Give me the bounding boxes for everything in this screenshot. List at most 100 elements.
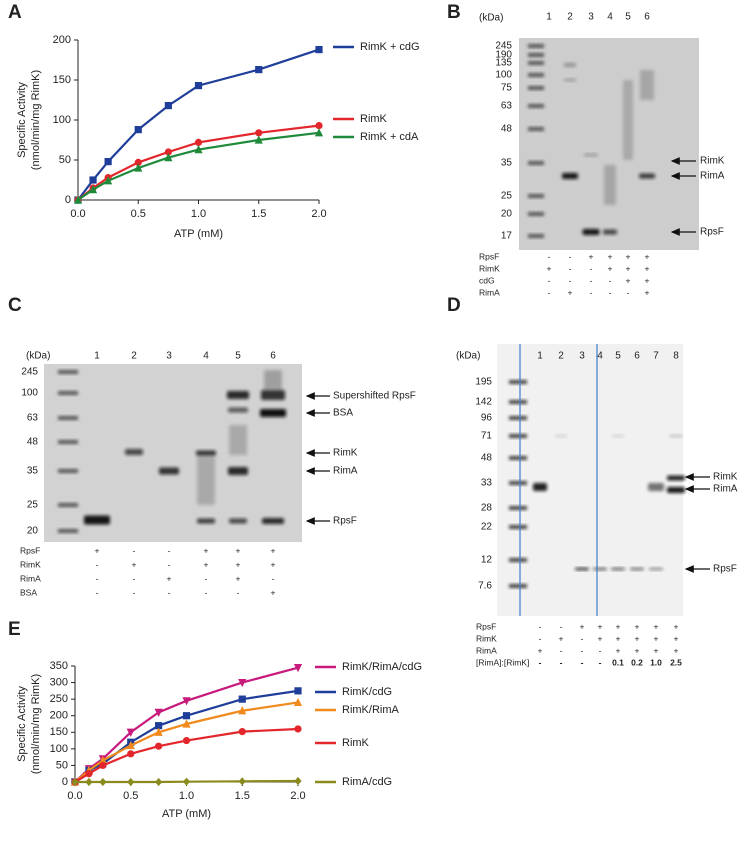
condition-value: + (608, 263, 613, 273)
marker-size: 12 (481, 555, 493, 566)
gel-image (44, 364, 302, 542)
condition-value: + (204, 559, 209, 569)
band-label: RpsF (700, 227, 724, 238)
marker-size: 48 (481, 453, 493, 464)
protein-band (630, 567, 644, 571)
fit-line (77, 131, 320, 201)
legend-label: RimK (342, 737, 370, 749)
protein-band (593, 567, 607, 571)
data-point (85, 770, 93, 778)
protein-band (640, 70, 654, 100)
condition-value: + (236, 573, 241, 583)
condition-value: - (168, 587, 171, 597)
condition-value: - (548, 287, 551, 297)
band-label: BSA (333, 408, 353, 419)
condition-value: + (674, 633, 679, 643)
condition-name: [RimA]:[RimK] (476, 657, 529, 667)
protein-band (667, 475, 685, 481)
lane-number: 6 (644, 12, 650, 23)
condition-value: + (580, 621, 585, 631)
data-point (154, 727, 163, 736)
ladder-band (58, 416, 78, 420)
protein-band (555, 434, 567, 438)
data-point (127, 777, 135, 787)
condition-value: + (616, 645, 621, 655)
lane-number: 1 (94, 351, 100, 362)
marker-size: 75 (501, 83, 513, 94)
condition-value: - (133, 573, 136, 583)
protein-band (84, 515, 110, 525)
y-tick-label: 350 (50, 660, 68, 672)
condition-name: BSA (20, 587, 37, 597)
protein-band (584, 153, 598, 157)
ladder-band (509, 434, 527, 438)
condition-value: - (168, 545, 171, 555)
protein-band (564, 78, 576, 82)
data-point (315, 122, 323, 130)
condition-value: + (132, 559, 137, 569)
condition-value: - (205, 587, 208, 597)
data-point (254, 135, 263, 144)
condition-value: + (547, 263, 552, 273)
data-point (104, 158, 112, 166)
protein-band (228, 467, 248, 475)
lane-number: 4 (597, 351, 603, 362)
data-point (155, 777, 163, 787)
condition-value: - (133, 587, 136, 597)
condition-value: - (590, 275, 593, 285)
condition-value: + (645, 275, 650, 285)
y-tick-label: 0 (65, 194, 71, 206)
data-point (294, 725, 302, 733)
condition-value: - (599, 645, 602, 655)
data-point (182, 697, 191, 706)
lane-number: 6 (634, 351, 640, 362)
marker-size: 100 (21, 388, 38, 399)
condition-value: + (654, 633, 659, 643)
marker-size: 17 (501, 231, 513, 242)
condition-value: + (236, 559, 241, 569)
y-tick-label: 200 (50, 710, 68, 722)
protein-band (639, 173, 655, 179)
condition-value: + (626, 275, 631, 285)
x-tick-label: 0.5 (123, 790, 138, 802)
band-label: RimK (700, 156, 725, 167)
ladder-band (528, 194, 544, 198)
x-tick-label: 0.0 (70, 208, 85, 220)
data-point (134, 163, 143, 172)
y-axis-label: Specific Activity (16, 82, 28, 158)
marker-size: 33 (481, 478, 493, 489)
protein-band (575, 567, 589, 571)
data-point (134, 158, 142, 166)
data-point (255, 66, 263, 74)
x-axis-label: ATP (mM) (162, 808, 211, 820)
data-point (164, 148, 172, 156)
lane-number: 6 (270, 351, 276, 362)
panel-label: B (447, 2, 461, 23)
band-label: RimK (333, 448, 358, 459)
band-label: RimA (700, 171, 725, 182)
condition-name: RpsF (476, 621, 496, 631)
condition-value: + (167, 573, 172, 583)
ladder-band (58, 469, 78, 473)
data-point (85, 777, 93, 787)
condition-value: - (133, 545, 136, 555)
condition-value: + (616, 621, 621, 631)
band-label: Supershifted RpsF (333, 391, 416, 402)
condition-name: RpsF (479, 251, 499, 261)
condition-value: - (560, 621, 563, 631)
band-label: RpsF (333, 516, 357, 527)
marker-size: 20 (27, 526, 39, 537)
protein-band (667, 487, 685, 493)
ladder-band (509, 416, 527, 420)
condition-value: - (272, 573, 275, 583)
y-tick-label: 50 (59, 154, 71, 166)
panel-label: C (8, 295, 22, 316)
ladder-band (58, 440, 78, 444)
marker-size: 100 (495, 70, 512, 81)
ladder-band (509, 481, 527, 485)
condition-value: + (654, 621, 659, 631)
condition-value: + (236, 545, 241, 555)
ladder-band (528, 161, 544, 165)
legend-label: RimK (360, 113, 388, 125)
condition-value: - (237, 587, 240, 597)
